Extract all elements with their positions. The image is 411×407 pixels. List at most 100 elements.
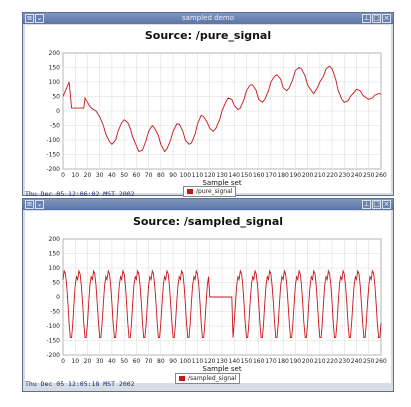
x-tick-label: 20 bbox=[84, 172, 92, 179]
y-tick-label: -150 bbox=[46, 152, 60, 159]
x-tick-label: 150 bbox=[241, 358, 253, 365]
x-tick-label: 200 bbox=[302, 172, 314, 179]
x-tick-label: 150 bbox=[241, 172, 253, 179]
timestamp: Thu Dec 05 12:06:02 MST 2002 bbox=[25, 190, 135, 198]
x-tick-label: 220 bbox=[326, 172, 338, 179]
window-pin-button[interactable]: ⊥ bbox=[362, 14, 371, 23]
x-tick-label: 120 bbox=[204, 172, 216, 179]
x-tick-label: 110 bbox=[192, 172, 204, 179]
y-tick-label: 0 bbox=[56, 108, 60, 115]
window-close-button[interactable]: × bbox=[382, 14, 391, 23]
plot-window-sampled: ≡ ⌄ ⊥ □ × Source: /sampled_signal 0 10 20 3… bbox=[22, 198, 394, 392]
x-tick-label: 230 bbox=[339, 172, 351, 179]
x-tick-label: 250 bbox=[363, 358, 375, 365]
x-tick-label: 60 bbox=[133, 172, 141, 179]
y-tick-label: 100 bbox=[49, 79, 61, 86]
window-menu-button[interactable]: ≡ bbox=[25, 200, 34, 209]
x-tick-label: 170 bbox=[265, 172, 277, 179]
x-tick-label: 70 bbox=[145, 172, 153, 179]
x-tick-label: 60 bbox=[133, 358, 141, 365]
y-tick-label: -200 bbox=[46, 166, 60, 173]
legend-label: /pure_signal bbox=[196, 188, 233, 195]
x-tick-label: 230 bbox=[339, 358, 351, 365]
y-tick-label: 150 bbox=[49, 65, 61, 72]
y-tick-label: 150 bbox=[49, 251, 61, 258]
y-tick-label: -150 bbox=[46, 338, 60, 345]
window-titlebar[interactable]: ≡ ⌄ sampled demo ⊥ □ × bbox=[23, 13, 393, 24]
y-tick-label: 200 bbox=[49, 50, 61, 57]
x-axis-label: Sample set bbox=[202, 365, 241, 373]
window-menu-button[interactable]: ≡ bbox=[25, 14, 34, 23]
y-tick-label: -200 bbox=[46, 352, 60, 359]
x-tick-label: 0 bbox=[61, 358, 65, 365]
x-tick-label: 30 bbox=[96, 358, 104, 365]
y-tick-label: 0 bbox=[56, 294, 60, 301]
x-tick-label: 10 bbox=[71, 358, 79, 365]
chart-pure-signal: 0 10 20 30 40 50 60 70 80 90 100 110 120 130 140 150 160… bbox=[46, 50, 387, 187]
legend-label: /sampled_signal bbox=[188, 375, 237, 382]
timestamp: Thu Dec 05 12:05:18 MST 2002 bbox=[25, 380, 135, 388]
y-tick-label: 50 bbox=[52, 94, 60, 101]
window-shade-button[interactable]: ⌄ bbox=[35, 200, 44, 209]
x-tick-label: 210 bbox=[314, 358, 326, 365]
x-tick-label: 260 bbox=[375, 358, 387, 365]
plot-window-pure: ≡ ⌄ sampled demo ⊥ □ × Source: /pure_sig… bbox=[22, 12, 394, 198]
legend-swatch bbox=[187, 189, 193, 194]
chart-sampled-signal: 0 10 20 30 40 50 60 70 80 90 100 110 120 130 140 150 160… bbox=[46, 236, 387, 373]
x-tick-label: 240 bbox=[351, 358, 363, 365]
y-tick-label: -100 bbox=[46, 323, 60, 330]
y-tick-label: 200 bbox=[49, 236, 61, 243]
x-tick-label: 100 bbox=[180, 358, 192, 365]
window-shade-button[interactable]: ⌄ bbox=[35, 14, 44, 23]
x-tick-label: 130 bbox=[216, 172, 228, 179]
window-close-button[interactable]: × bbox=[382, 200, 391, 209]
y-tick-label: -50 bbox=[50, 309, 60, 316]
x-tick-label: 260 bbox=[375, 172, 387, 179]
x-tick-label: 40 bbox=[108, 358, 116, 365]
x-tick-label: 190 bbox=[290, 358, 302, 365]
x-tick-label: 240 bbox=[351, 172, 363, 179]
x-tick-label: 130 bbox=[216, 358, 228, 365]
x-tick-label: 80 bbox=[157, 358, 165, 365]
x-tick-label: 30 bbox=[96, 172, 104, 179]
series-line bbox=[62, 65, 382, 153]
x-tick-label: 140 bbox=[229, 172, 241, 179]
x-tick-label: 50 bbox=[120, 358, 128, 365]
y-tick-label: -50 bbox=[50, 123, 60, 130]
x-tick-label: 20 bbox=[84, 358, 92, 365]
plot-panel: Source: /pure_signal 0 10 20 30 40 50 60 70 80 90… bbox=[25, 25, 391, 197]
x-tick-label: 220 bbox=[326, 358, 338, 365]
x-tick-label: 50 bbox=[120, 172, 128, 179]
x-tick-label: 80 bbox=[157, 172, 165, 179]
x-tick-label: 10 bbox=[71, 172, 79, 179]
plot-title: Source: /sampled_signal bbox=[132, 215, 284, 228]
plot-title: Source: /pure_signal bbox=[144, 29, 272, 42]
x-tick-label: 250 bbox=[363, 172, 375, 179]
x-tick-label: 90 bbox=[169, 172, 177, 179]
x-tick-label: 140 bbox=[229, 358, 241, 365]
series-line bbox=[62, 269, 382, 339]
x-tick-label: 160 bbox=[253, 172, 265, 179]
plot-panel: Source: /sampled_signal 0 10 20 30 40 50 60 70 8… bbox=[25, 211, 391, 384]
legend-swatch bbox=[179, 376, 185, 381]
x-tick-label: 120 bbox=[204, 358, 216, 365]
x-tick-label: 0 bbox=[61, 172, 65, 179]
x-tick-label: 210 bbox=[314, 172, 326, 179]
x-tick-label: 70 bbox=[145, 358, 153, 365]
window-titlebar[interactable]: ≡ ⌄ ⊥ □ × bbox=[23, 199, 393, 210]
window-title: sampled demo bbox=[182, 14, 234, 22]
x-tick-label: 160 bbox=[253, 358, 265, 365]
y-tick-label: 100 bbox=[49, 265, 61, 272]
x-tick-label: 100 bbox=[180, 172, 192, 179]
x-tick-label: 40 bbox=[108, 172, 116, 179]
y-tick-label: -100 bbox=[46, 137, 60, 144]
window-maximize-button[interactable]: □ bbox=[372, 200, 381, 209]
window-maximize-button[interactable]: □ bbox=[372, 14, 381, 23]
y-tick-label: 50 bbox=[52, 280, 60, 287]
legend: /pure_signal bbox=[183, 186, 237, 197]
window-pin-button[interactable]: ⊥ bbox=[362, 200, 371, 209]
legend: /sampled_signal bbox=[175, 373, 241, 384]
x-tick-label: 170 bbox=[265, 358, 277, 365]
x-tick-label: 180 bbox=[277, 358, 289, 365]
x-tick-label: 200 bbox=[302, 358, 314, 365]
